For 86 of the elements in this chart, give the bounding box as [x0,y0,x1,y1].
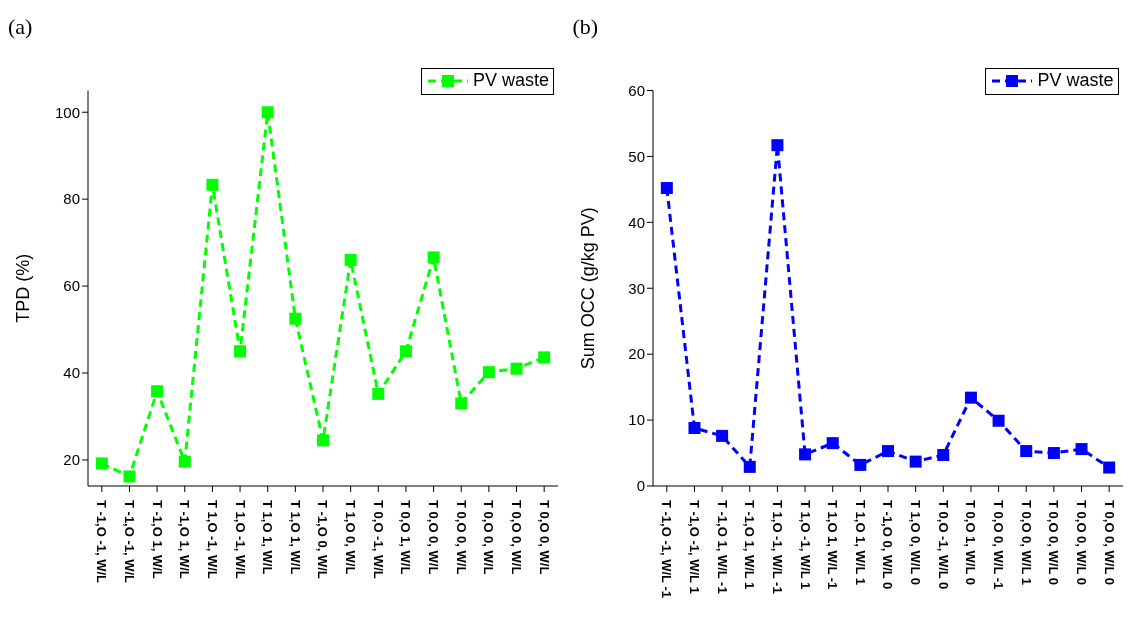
y-tick-label: 40 [627,213,645,231]
point [964,391,977,404]
y-axis-title: TPD (%) [13,253,34,323]
point [510,362,523,375]
y-tick-label: 80 [63,190,80,208]
point [687,421,700,434]
x-tick-label: T 1,O 1, W/L [260,500,276,575]
x-tick-label: T -1,O 0, W/L 0 [879,500,895,590]
point [289,312,302,325]
y-tick-label: 60 [627,81,645,99]
y-tick-label: 50 [627,147,645,165]
y-tick-label: 60 [63,277,80,295]
x-tick-label: T -1,O -1, W/L [121,500,137,584]
x-tick-label: T 0,O 0, W/L [508,500,524,575]
x-tick-label: T 0,O -1, W/L [370,500,386,579]
x-tick-label: T -1,O 1, W/L 1 [741,500,757,590]
point [798,448,811,461]
point [178,455,191,468]
chart-title: (b) [572,14,599,40]
x-tick-label: T 1,O 0, W/L 0 [907,500,923,586]
x-tick-label: T 0,O 0, W/L [536,500,552,575]
x-tick-label: T 0,O 0, W/L [453,500,469,575]
chart-title: (a) [8,14,33,40]
point [455,397,468,410]
point [936,449,949,462]
x-tick-label: T 1,O -1, W/L [232,500,248,579]
y-tick-label: 10 [627,411,645,429]
point [234,345,247,358]
point [715,429,728,442]
x-tick-label: T 1,O 0, W/L [343,500,359,575]
x-tick-label: T 0,O -1, W/L 0 [935,500,951,590]
x-tick-label: T -1,O 1, W/L [149,500,165,579]
point [1047,447,1060,460]
y-tick-label: 20 [63,451,80,469]
point [123,470,136,483]
x-tick-label: T 0,O 0, W/L 1 [1018,500,1034,586]
point [1019,445,1032,458]
x-tick-label: T -1,O -1, W/L -1 [658,500,674,598]
x-tick-label: T 0,O 0, W/L -1 [990,500,1006,590]
x-tick-label: T 1,O 1, W/L [287,500,303,575]
x-tick-label: T 1,O 1, W/L -1 [824,500,840,590]
x-tick-label: T 1,O -1, W/L 1 [797,500,813,590]
legend-label: PV waste [1037,70,1114,91]
legend-label: PV waste [472,70,549,91]
point [317,434,329,447]
x-tick-label: T 0,O 1, W/L [398,500,414,575]
x-tick-label: T 0,O 0, W/L 0 [1045,500,1061,586]
y-axis-title: Sum OCC (g/kg PV) [577,207,598,370]
x-tick-label: T 0,O 0, W/L 0 [1073,500,1089,586]
point [770,139,783,152]
point [1102,461,1115,474]
x-tick-label: T -1,O 1, W/L [177,500,193,579]
x-tick-label: T 0,O 0, W/L [426,500,442,575]
x-tick-label: T 1,O 1, W/L 1 [852,500,868,586]
point [538,351,551,364]
x-tick-label: T -1,O 0, W/L [315,500,331,579]
point [881,445,894,458]
point [660,182,673,195]
x-tick-label: T -1,O -1, W/L 1 [686,500,702,594]
point [399,345,412,358]
y-tick-label: 40 [63,364,80,382]
point [95,457,108,470]
y-tick-label: 20 [627,345,645,363]
point [992,414,1005,427]
point [206,178,219,191]
x-tick-label: T 0,O 0, W/L 0 [1101,500,1117,586]
x-tick-label: T -1,O -1, W/L [94,500,110,584]
point [427,251,440,264]
x-tick-label: T 1,O -1, W/L [204,500,220,579]
y-tick-label: 30 [627,279,645,297]
x-tick-label: T 0,O 1, W/L 0 [962,500,978,586]
y-tick-label: 100 [54,103,80,121]
point [1075,443,1088,456]
point [482,366,495,379]
x-tick-label: T -1,O 1, W/L -1 [714,500,730,594]
point [344,254,357,266]
point [743,460,756,473]
point [372,387,385,400]
point [909,455,922,468]
point [151,385,164,398]
y-tick-label: 0 [636,477,645,495]
point [853,458,866,471]
x-tick-label: T 0,O 0, W/L [481,500,497,575]
point [261,106,274,119]
point [826,437,839,450]
x-tick-label: T 1,O -1, W/L -1 [769,500,785,594]
